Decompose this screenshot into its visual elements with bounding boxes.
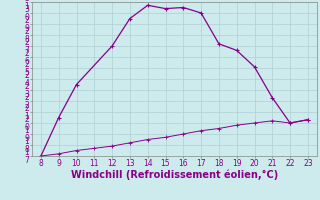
X-axis label: Windchill (Refroidissement éolien,°C): Windchill (Refroidissement éolien,°C) <box>71 169 278 180</box>
